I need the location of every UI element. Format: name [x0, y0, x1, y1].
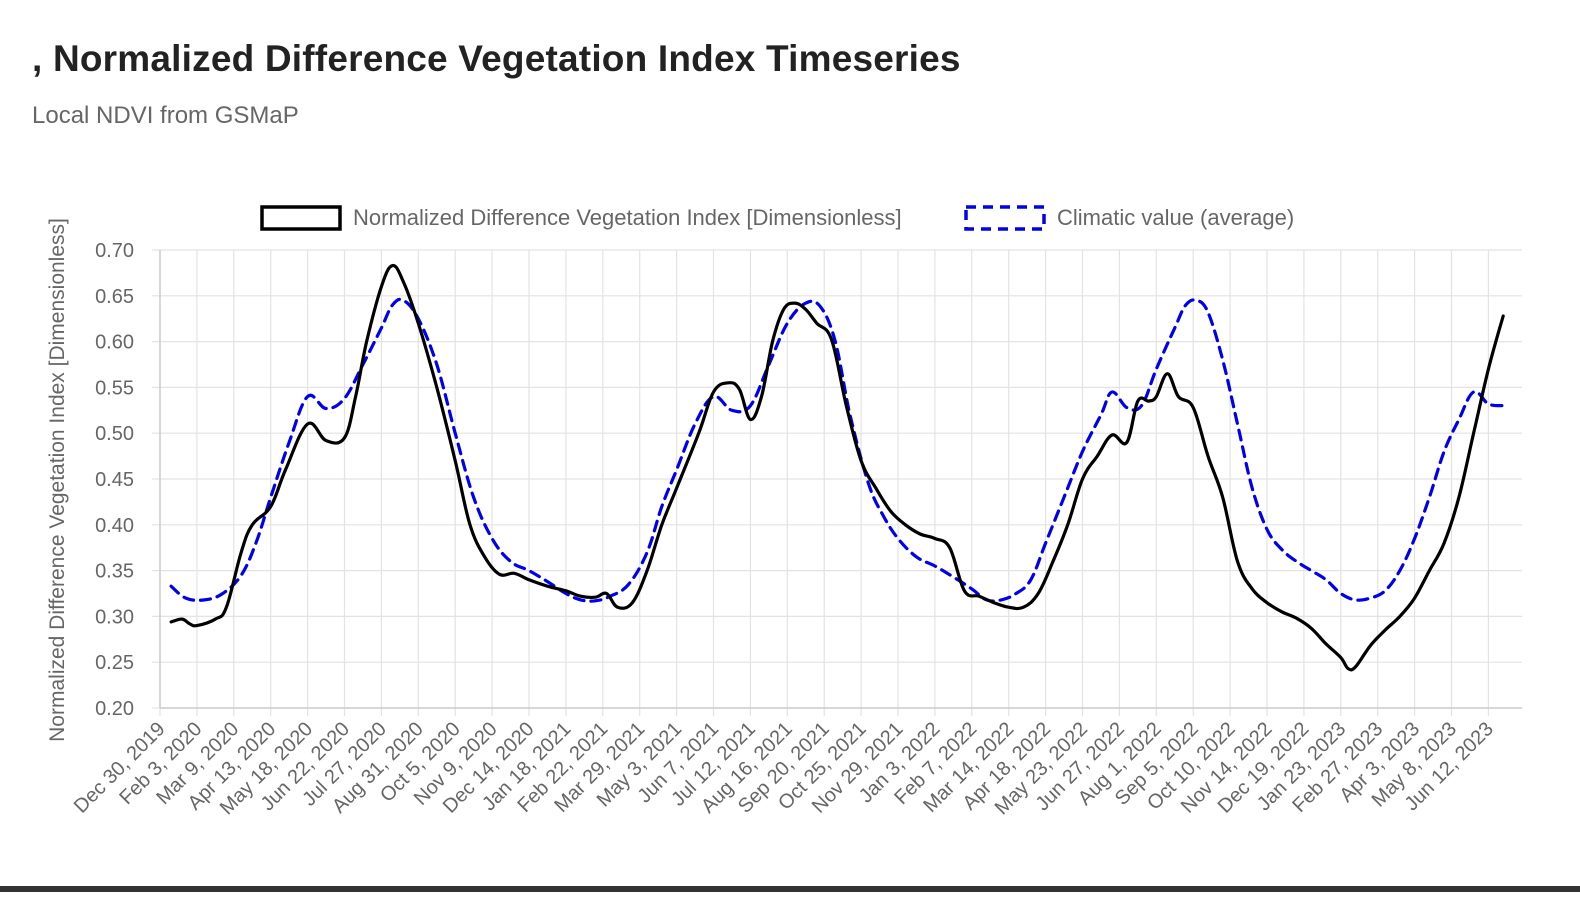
y-tick-label: 0.25: [95, 652, 134, 674]
y-tick-label: 0.55: [95, 377, 134, 399]
bottom-divider: [0, 886, 1580, 892]
y-tick-label: 0.70: [95, 240, 134, 262]
legend-swatch-climatic[interactable]: [964, 205, 1046, 231]
y-tick-label: 0.40: [95, 515, 134, 537]
y-tick-label: 0.60: [95, 332, 134, 354]
y-tick-label: 0.45: [95, 469, 134, 491]
series-line-ndvi: [169, 263, 1505, 672]
series-line-climatic: [169, 297, 1505, 603]
chart-title: , Normalized Difference Vegetation Index…: [32, 38, 961, 79]
legend: Normalized Difference Vegetation Index […: [260, 205, 1294, 231]
chart-subtitle: Local NDVI from GSMaP: [32, 102, 299, 129]
y-tick-label: 0.30: [95, 606, 134, 628]
y-axis-label: Normalized Difference Vegetation Index […: [46, 218, 69, 742]
y-tick-label: 0.50: [95, 423, 134, 445]
y-tick-label: 0.20: [95, 698, 134, 720]
axes: 0.70 0.65 0.60 0.55 0.50 0.45 0.40 0.35 0.30 0.25…: [70, 240, 1522, 819]
series: [169, 263, 1505, 672]
y-tick-label: 0.65: [95, 286, 134, 308]
grid: [152, 249, 1522, 716]
y-tick-label: 0.35: [95, 561, 134, 583]
legend-label-ndvi[interactable]: Normalized Difference Vegetation Index […: [353, 205, 902, 230]
legend-label-climatic[interactable]: Climatic value (average): [1057, 205, 1294, 230]
legend-swatch-ndvi[interactable]: [260, 205, 342, 231]
